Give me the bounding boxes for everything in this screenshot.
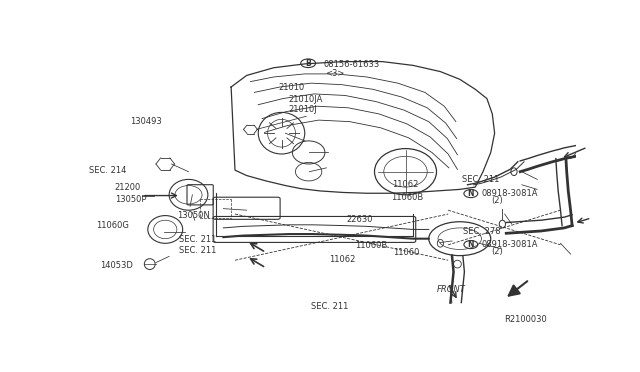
Text: SEC. 278: SEC. 278 [463, 227, 501, 236]
Text: 21010JA: 21010JA [288, 94, 323, 103]
Text: R2100030: R2100030 [504, 315, 547, 324]
Text: 130493: 130493 [129, 118, 161, 126]
Text: N: N [468, 240, 474, 249]
Text: 11062: 11062 [329, 255, 355, 264]
Text: 08918-3081A: 08918-3081A [482, 240, 538, 249]
Ellipse shape [454, 260, 461, 268]
Text: 11062: 11062 [392, 180, 419, 189]
Text: 14053D: 14053D [100, 261, 132, 270]
Text: 13050P: 13050P [115, 195, 146, 204]
Text: (2): (2) [492, 196, 504, 205]
Text: 11060B: 11060B [355, 241, 388, 250]
Text: 11060B: 11060B [392, 193, 424, 202]
Text: 22630: 22630 [347, 215, 373, 224]
Text: FRONT: FRONT [437, 285, 466, 294]
Text: <3>: <3> [326, 69, 345, 78]
Text: SEC. 211: SEC. 211 [310, 302, 348, 311]
Text: 08156-61633: 08156-61633 [323, 60, 380, 69]
Text: 11060G: 11060G [96, 221, 129, 230]
Text: 08918-3081A: 08918-3081A [482, 189, 538, 198]
Text: 11060: 11060 [394, 248, 420, 257]
Text: SEC. 211: SEC. 211 [462, 175, 499, 184]
Text: 21200: 21200 [115, 183, 141, 192]
Text: 21010: 21010 [278, 83, 305, 92]
Text: SEC. 211: SEC. 211 [179, 246, 216, 254]
Text: 21010J: 21010J [288, 105, 317, 113]
Text: 13050N: 13050N [177, 211, 209, 219]
Text: N: N [468, 189, 474, 198]
Text: B: B [305, 59, 311, 68]
Text: (2): (2) [492, 247, 504, 256]
Text: SEC. 211: SEC. 211 [179, 235, 216, 244]
Text: SEC. 214: SEC. 214 [89, 166, 126, 174]
